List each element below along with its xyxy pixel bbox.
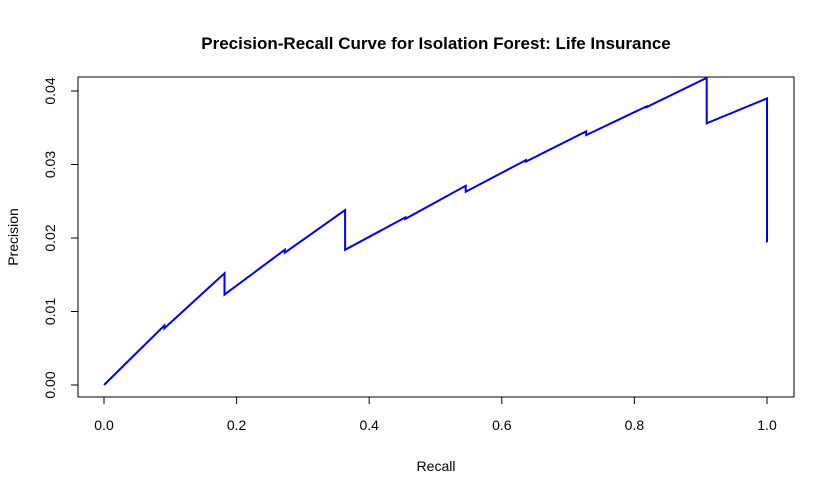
x-axis: 0.0 0.2 0.4 0.6 0.8 1.0 xyxy=(94,396,777,433)
x-tick-label: 0.8 xyxy=(625,417,645,433)
x-tick-label: 0.2 xyxy=(227,417,247,433)
y-axis-label: Precision xyxy=(5,208,21,266)
chart-title: Precision-Recall Curve for Isolation For… xyxy=(201,34,671,53)
x-tick-label: 0.0 xyxy=(94,417,114,433)
y-tick-label: 0.02 xyxy=(42,224,58,251)
y-tick-label: 0.00 xyxy=(42,371,58,398)
y-tick-label: 0.03 xyxy=(42,151,58,178)
x-tick-label: 1.0 xyxy=(757,417,777,433)
y-axis: 0.00 0.01 0.02 0.03 0.04 xyxy=(42,77,79,399)
y-tick-label: 0.01 xyxy=(42,298,58,325)
plot-frame xyxy=(77,76,795,398)
x-tick-label: 0.6 xyxy=(492,417,512,433)
series-layer xyxy=(103,76,768,386)
y-tick-label: 0.04 xyxy=(42,77,58,104)
pr-curve-line xyxy=(103,76,768,386)
x-axis-label: Recall xyxy=(417,458,456,474)
x-tick-label: 0.4 xyxy=(359,417,379,433)
